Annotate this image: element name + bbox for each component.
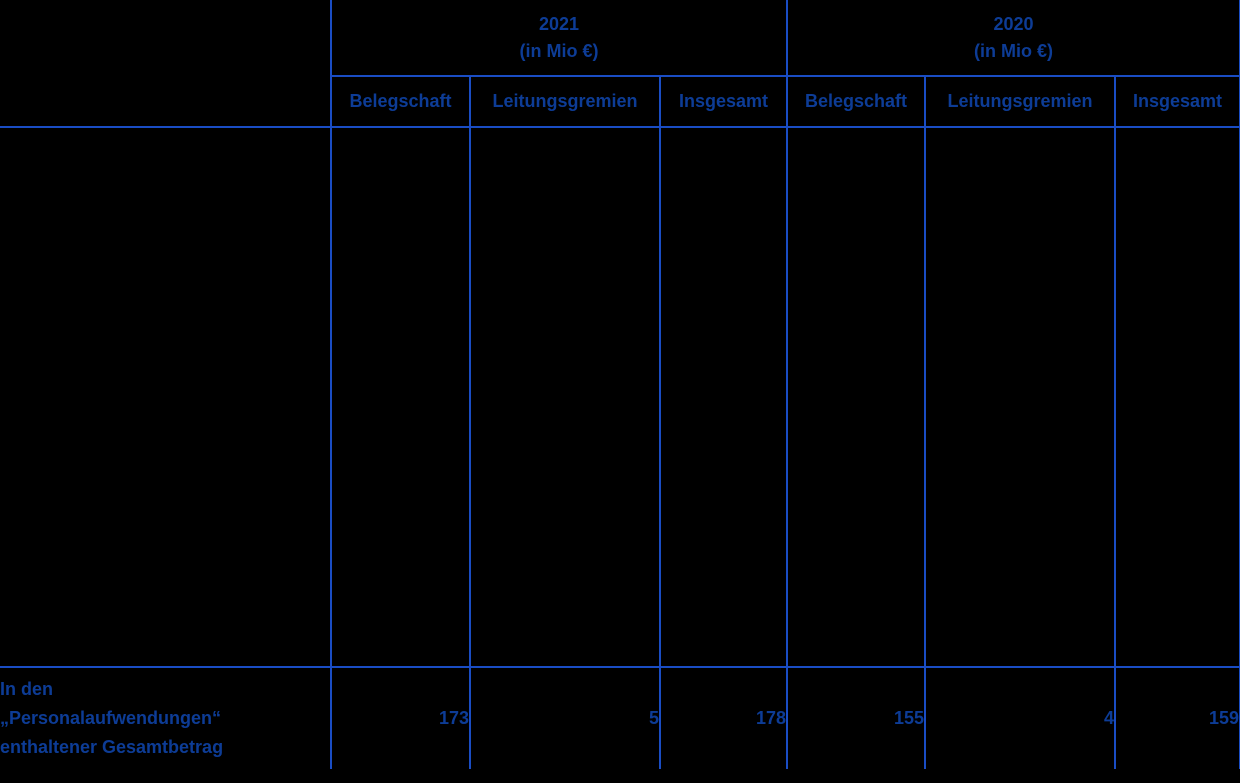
col-header-insgesamt-2021: Insgesamt bbox=[660, 76, 788, 128]
column-header-row: Belegschaft Leitungsgremien Insgesamt Be… bbox=[0, 76, 1240, 128]
row-label-header-cell bbox=[0, 76, 332, 128]
row-label: In den „Personalaufwendungen“ enthaltene… bbox=[0, 667, 332, 769]
col-header-belegschaft-2021: Belegschaft bbox=[331, 76, 471, 128]
year-unit-2021: (in Mio €) bbox=[519, 40, 599, 61]
row-label-line-1: In den bbox=[0, 679, 53, 699]
year-label-2021: 2021 bbox=[538, 13, 580, 34]
empty-cell bbox=[1115, 127, 1240, 668]
total-amount-row: In den „Personalaufwendungen“ enthaltene… bbox=[0, 667, 1240, 769]
col-header-belegschaft-2020: Belegschaft bbox=[787, 76, 926, 128]
empty-cell bbox=[787, 127, 926, 668]
year-header-2020: 2020 (in Mio €) bbox=[787, 0, 1240, 77]
year-header-2021: 2021 (in Mio €) bbox=[331, 0, 788, 77]
empty-cell bbox=[331, 127, 471, 668]
row-label-line-3: enthaltener Gesamtbetrag bbox=[0, 737, 224, 757]
empty-cell bbox=[925, 127, 1116, 668]
col-header-leitungsgremien-2020: Leitungsgremien bbox=[925, 76, 1116, 128]
row-label-line-2: „Personalaufwendungen“ bbox=[0, 708, 222, 728]
empty-cell bbox=[470, 127, 661, 668]
value-leitungsgremien-2020: 4 bbox=[925, 667, 1116, 769]
value-insgesamt-2021: 178 bbox=[660, 667, 788, 769]
corner-spacer-cell bbox=[0, 0, 332, 76]
value-belegschaft-2021: 173 bbox=[331, 667, 471, 769]
empty-body-row bbox=[0, 127, 1240, 668]
value-leitungsgremien-2021: 5 bbox=[470, 667, 661, 769]
value-belegschaft-2020: 155 bbox=[787, 667, 926, 769]
year-unit-2020: (in Mio €) bbox=[974, 40, 1053, 61]
value-insgesamt-2020: 159 bbox=[1115, 667, 1240, 769]
col-header-insgesamt-2020: Insgesamt bbox=[1115, 76, 1240, 128]
empty-cell bbox=[0, 127, 332, 668]
year-label-2020: 2020 bbox=[993, 13, 1034, 34]
year-header-row: 2021 (in Mio €) 2020 (in Mio €) bbox=[0, 0, 1240, 77]
empty-cell bbox=[660, 127, 788, 668]
col-header-leitungsgremien-2021: Leitungsgremien bbox=[470, 76, 661, 128]
bottom-filler bbox=[0, 769, 1240, 781]
